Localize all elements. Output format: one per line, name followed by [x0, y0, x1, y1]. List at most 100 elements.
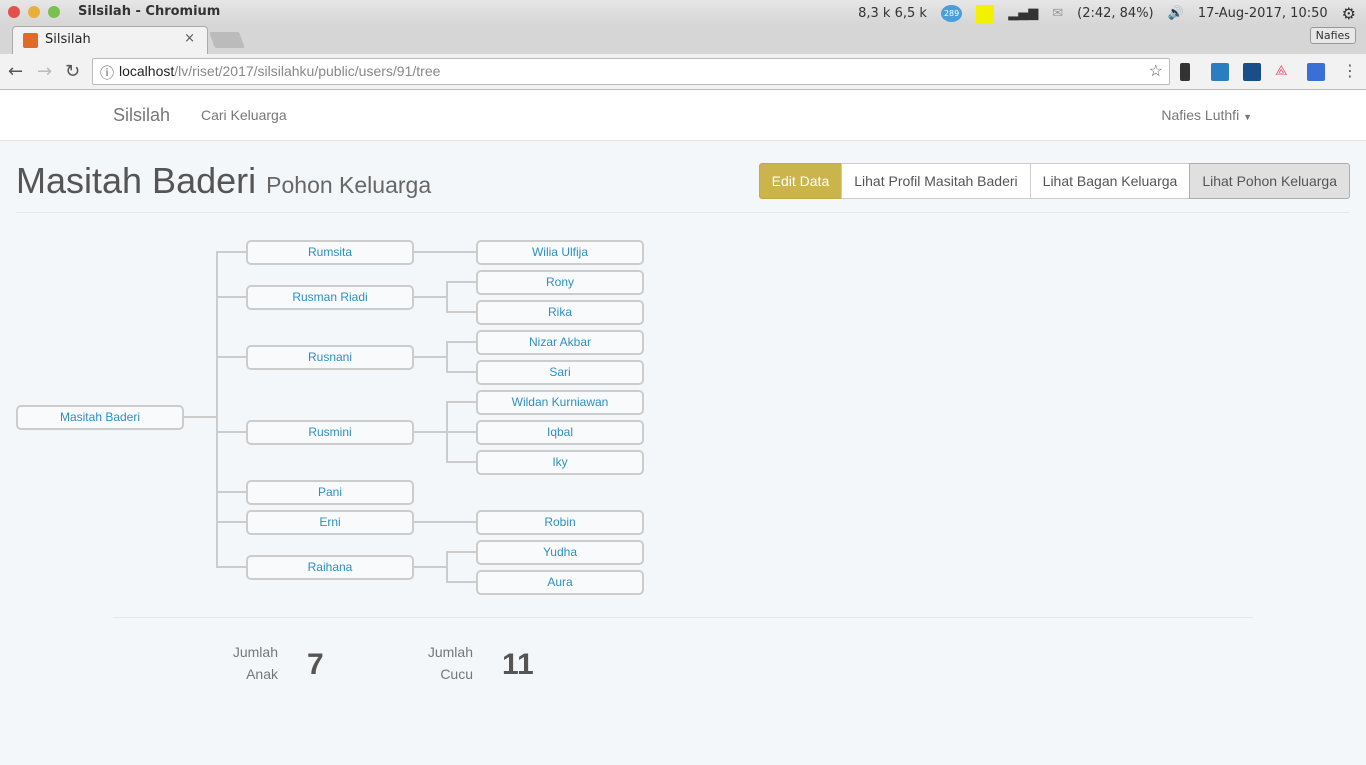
address-bar[interactable]: ⓘ localhost/lv/riset/2017/silsilahku/publ… [92, 58, 1170, 85]
divider [113, 617, 1253, 618]
grandchild-node[interactable]: Iky [476, 450, 644, 475]
child-node[interactable]: Raihana [246, 555, 414, 580]
grandchild-node[interactable]: Wildan Kurniawan [476, 390, 644, 415]
url-host: localhost [119, 63, 175, 79]
window-titlebar: Silsilah - Chromium 8,3 k 6,5 k 289 ▂▄▆ … [0, 0, 1366, 24]
child-node[interactable]: Pani [246, 480, 414, 505]
mail-icon[interactable]: ✉ [1052, 6, 1064, 21]
child-node[interactable]: Rusnani [246, 345, 414, 370]
connector-line [446, 401, 476, 403]
grandchild-node[interactable]: Iqbal [476, 420, 644, 445]
volume-icon[interactable]: 🔊 [1167, 6, 1184, 21]
child-node[interactable]: Erni [246, 510, 414, 535]
grandchild-node[interactable]: Rony [476, 270, 644, 295]
connector-line [414, 296, 446, 298]
connector-line [446, 431, 476, 433]
minimize-window-icon[interactable] [28, 6, 40, 18]
clock[interactable]: 17-Aug-2017, 10:50 [1197, 6, 1328, 21]
grandchild-node[interactable]: Yudha [476, 540, 644, 565]
connector-line [216, 251, 246, 253]
connector-line [446, 342, 448, 372]
star-icon[interactable]: ☆ [1148, 63, 1163, 80]
connector-line [446, 552, 448, 582]
child-node[interactable]: Rusmini [246, 420, 414, 445]
connector-line [216, 296, 246, 298]
close-tab-icon[interactable]: × [184, 31, 195, 46]
user-name: Nafies Luthfi [1161, 107, 1240, 123]
connector-line [184, 416, 216, 418]
connector-line [446, 551, 476, 553]
tab-title: Silsilah [45, 32, 91, 47]
grandchild-node[interactable]: Rika [476, 300, 644, 325]
brand-link[interactable]: Silsilah [113, 105, 171, 125]
connector-line [414, 566, 446, 568]
connector-line [414, 431, 446, 433]
view-profile-button[interactable]: Lihat Profil Masitah Baderi [841, 163, 1031, 199]
view-tree-button[interactable]: Lihat Pohon Keluarga [1189, 163, 1350, 199]
grandchild-node[interactable]: Nizar Akbar [476, 330, 644, 355]
browser-tab[interactable]: Silsilah × [12, 26, 208, 54]
badge-icon[interactable]: 289 [940, 5, 963, 22]
info-icon[interactable]: ⓘ [100, 65, 114, 81]
profile-button[interactable]: Nafies [1309, 27, 1356, 44]
site-navbar: Silsilah Cari Keluarga Nafies Luthfi ▼ [0, 90, 1366, 141]
page-title: Masitah Baderi Pohon Keluarga [16, 160, 431, 202]
network-speed: 8,3 k 6,5 k [858, 6, 927, 21]
page-title-name: Masitah Baderi [16, 160, 257, 201]
menu-icon[interactable]: ⋮ [1342, 61, 1358, 80]
stat-cucu-label: Jumlah Cucu [427, 644, 473, 682]
child-node[interactable]: Rumsita [246, 240, 414, 265]
grandchild-node[interactable]: Sari [476, 360, 644, 385]
root-node[interactable]: Masitah Baderi [16, 405, 184, 430]
forward-icon[interactable]: → [37, 61, 53, 82]
maximize-window-icon[interactable] [48, 6, 60, 18]
connector-line [216, 521, 246, 523]
new-tab-button[interactable] [209, 32, 245, 48]
signal-icon[interactable]: ▂▄▆ [1008, 6, 1039, 21]
connector-line [446, 341, 476, 343]
battery-status[interactable]: (2:42, 84%) [1077, 6, 1154, 21]
view-chart-button[interactable]: Lihat Bagan Keluarga [1029, 163, 1191, 199]
connector-line [414, 356, 446, 358]
reload-icon[interactable]: ↻ [65, 61, 81, 82]
connector-line [216, 491, 246, 493]
connector-line [414, 251, 476, 253]
edit-data-button[interactable]: Edit Data [758, 163, 843, 199]
nav-cari-keluarga[interactable]: Cari Keluarga [201, 107, 287, 123]
caret-down-icon: ▼ [1243, 112, 1252, 122]
favicon-icon [23, 33, 38, 48]
extension-s-icon[interactable] [1211, 63, 1229, 81]
extension-laravel-icon[interactable]: ⟁ [1275, 63, 1288, 79]
connector-line [216, 356, 246, 358]
connector-line [446, 281, 476, 283]
browser-toolbar: ← → ↻ ⓘ localhost/lv/riset/2017/silsilahk… [0, 54, 1366, 90]
connector-line [216, 431, 246, 433]
connector-line [216, 252, 218, 567]
action-buttons: Edit Data Lihat Profil Masitah Baderi Li… [758, 163, 1350, 199]
grandchild-node[interactable]: Robin [476, 510, 644, 535]
connector-line [446, 371, 476, 373]
extension-blue-icon[interactable] [1307, 63, 1325, 81]
stat-anak-value: 7 [307, 648, 324, 681]
connector-line [446, 581, 476, 583]
stat-anak-label: Jumlah Anak [232, 644, 278, 682]
child-node[interactable]: Rusman Riadi [246, 285, 414, 310]
system-tray: 8,3 k 6,5 k 289 ▂▄▆ ✉ (2:42, 84%) 🔊 17-A… [858, 4, 1356, 23]
connector-line [446, 282, 448, 312]
grandchild-node[interactable]: Wilia Ulfija [476, 240, 644, 265]
notes-icon[interactable] [976, 4, 995, 23]
back-icon[interactable]: ← [8, 61, 24, 82]
user-dropdown[interactable]: Nafies Luthfi ▼ [1161, 107, 1252, 123]
gear-icon[interactable]: ⚙ [1341, 4, 1356, 23]
stat-cucu-value: 11 [502, 648, 534, 681]
extension-mobile-icon[interactable] [1180, 63, 1190, 81]
divider [16, 212, 1350, 213]
close-window-icon[interactable] [8, 6, 20, 18]
extension-li-icon[interactable] [1243, 63, 1261, 81]
connector-line [446, 311, 476, 313]
connector-line [446, 461, 476, 463]
grandchild-node[interactable]: Aura [476, 570, 644, 595]
page-subtitle: Pohon Keluarga [266, 172, 432, 198]
window-title: Silsilah - Chromium [78, 4, 221, 19]
tab-strip: Silsilah × Nafies [0, 24, 1366, 54]
